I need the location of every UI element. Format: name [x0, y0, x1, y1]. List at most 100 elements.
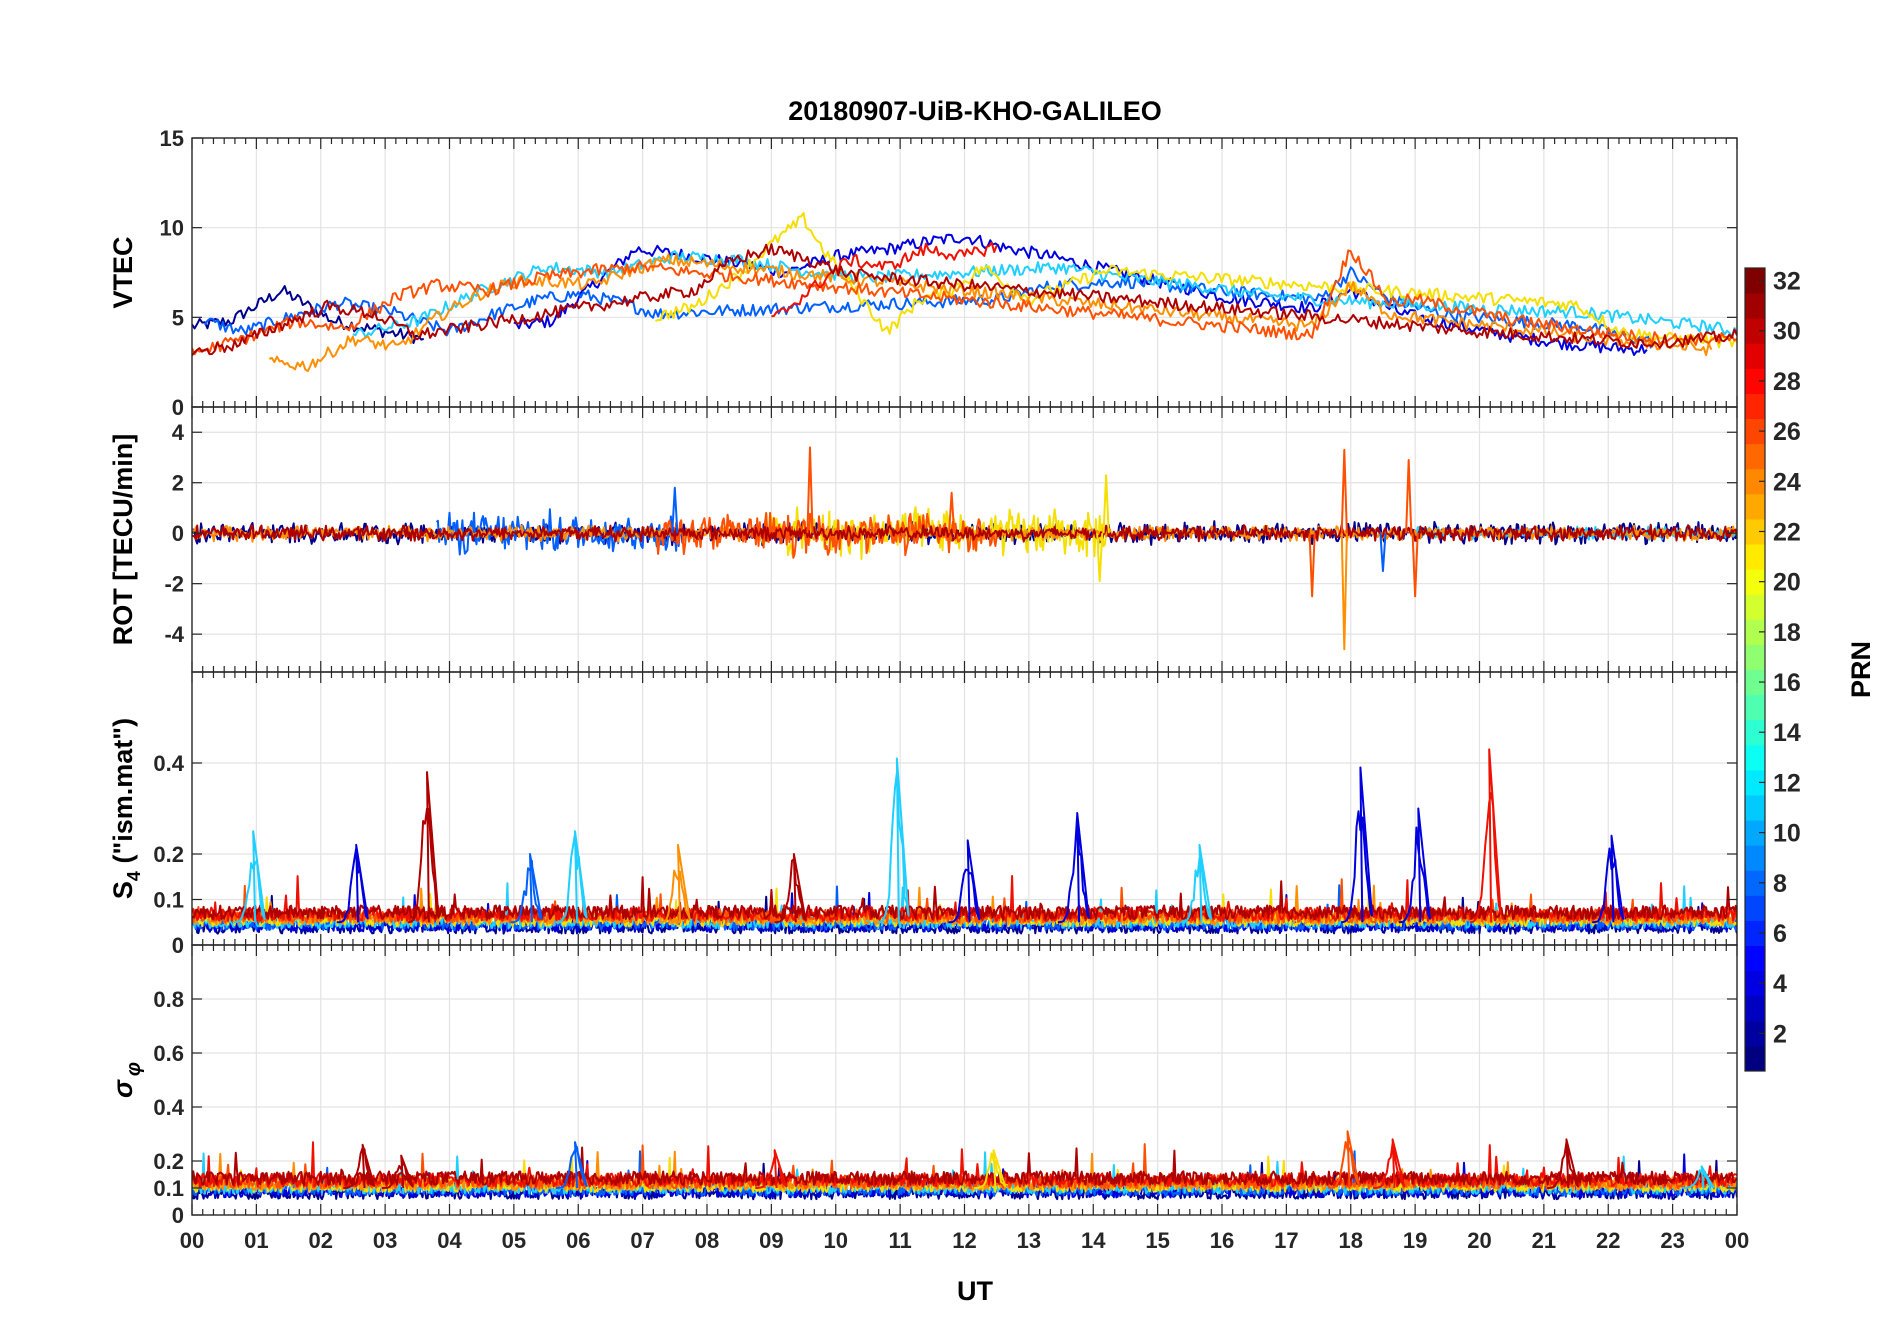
- colorbar-segment: [1745, 468, 1765, 495]
- panel-4: 00.10.2 0.4 0.6 0.8 σφ: [108, 944, 1738, 1228]
- y-tick-label: 0: [172, 395, 184, 420]
- rot-series-prn-31: [192, 523, 1737, 543]
- y-tick-label: 5: [172, 305, 184, 330]
- y-tick-label: 0.4: [153, 751, 184, 776]
- scintillation-burst: [755, 1149, 788, 1189]
- scintillation-burst: [658, 843, 691, 924]
- rot-spike: [948, 491, 956, 534]
- panel-data: [192, 446, 1737, 651]
- x-tick-label: 03: [373, 1228, 397, 1253]
- scintillation-burst: [1341, 766, 1373, 924]
- colorbar-segment: [1745, 895, 1765, 921]
- panel-3: 0 0.1 0.2 0.4 S4 ("ism.mat"): [108, 671, 1738, 958]
- colorbar-segment: [1745, 293, 1765, 319]
- colorbar-segment: [1745, 769, 1765, 796]
- baseline-series: [192, 1141, 1737, 1188]
- colorbar-tick-label: 30: [1773, 318, 1801, 346]
- colorbar-tick-label: 16: [1773, 669, 1801, 697]
- colorbar-segment: [1745, 268, 1765, 294]
- colorbar-label: PRN: [1846, 641, 1876, 698]
- y-tick-label: 0: [172, 521, 184, 546]
- y-axis-title: σφ: [108, 1062, 145, 1098]
- y-axis-title: VTEC: [108, 236, 138, 308]
- colorbar-tick-label: 14: [1773, 719, 1801, 747]
- scintillation-burst: [1469, 748, 1502, 924]
- rot-spike: [671, 486, 679, 534]
- scintillation-burst: [1592, 834, 1625, 924]
- scintillation-burst: [407, 771, 440, 924]
- scintillation-burst: [774, 853, 807, 924]
- x-tick-label: 01: [244, 1228, 268, 1253]
- y-tick-label: 0.1: [153, 888, 184, 913]
- colorbar-segment: [1745, 393, 1765, 420]
- x-tick-label: 12: [952, 1228, 976, 1253]
- colorbar-segment: [1745, 669, 1765, 696]
- y-tick-label: 2: [172, 471, 184, 496]
- x-tick-label: 16: [1210, 1228, 1234, 1253]
- colorbar-segment: [1745, 820, 1765, 846]
- vtec-series-prn-31: [192, 243, 1737, 356]
- x-axis: 00 01 02 03 04 05 06 07 08 09 10 11 12 13 14 15 16 17 18 19…: [180, 1228, 1749, 1253]
- panel-ticks: [191, 945, 1738, 1216]
- colorbar-segment: [1745, 719, 1765, 746]
- colorbar-tick-label: 10: [1773, 820, 1801, 848]
- vtec-series-prn-28: [771, 241, 998, 318]
- colorbar-segment: [1745, 443, 1765, 470]
- y-axis-title-part: S: [108, 881, 138, 899]
- x-axis-title: UT: [957, 1276, 993, 1306]
- scintillation-burst: [336, 843, 369, 924]
- y-axis-title-subscript: φ: [123, 1062, 145, 1076]
- x-tick-label: 06: [566, 1228, 590, 1253]
- y-axis-title-part: σ: [108, 1079, 138, 1098]
- x-tick-label: 09: [759, 1228, 783, 1253]
- scintillation-burst: [1682, 1165, 1715, 1189]
- x-tick-label: 20: [1467, 1228, 1491, 1253]
- x-tick-label: 00: [180, 1228, 204, 1253]
- x-tick-label: 13: [1017, 1228, 1041, 1253]
- x-tick-label: 00: [1725, 1228, 1749, 1253]
- rot-spike: [1379, 533, 1387, 573]
- rot-spike: [1096, 533, 1104, 583]
- colorbar-segment: [1745, 518, 1765, 545]
- x-tick-label: 05: [502, 1228, 526, 1253]
- colorbar-segment: [1745, 694, 1765, 721]
- colorbar-tick-label: 18: [1773, 619, 1801, 647]
- colorbar-tick-label: 6: [1773, 920, 1787, 948]
- colorbar-segment: [1745, 619, 1765, 645]
- x-tick-label: 04: [437, 1228, 462, 1253]
- colorbar-tick-label: 8: [1773, 870, 1787, 898]
- scintillation-burst: [1057, 812, 1090, 924]
- y-axis-title: S4 ("ism.mat"): [108, 718, 144, 899]
- colorbar-segment: [1745, 493, 1765, 520]
- panel-ticks: [191, 407, 1738, 672]
- y-axis-title-part: ("ism.mat"): [108, 718, 138, 871]
- colorbar-segment: [1745, 1045, 1765, 1072]
- chart-title: 20180907-UiB-KHO-GALILEO: [788, 96, 1162, 126]
- x-tick-label: 22: [1596, 1228, 1620, 1253]
- y-tick-label: 0.8: [153, 987, 184, 1012]
- panel-data: [192, 211, 1737, 372]
- scintillation-burst: [948, 839, 981, 924]
- colorbar-segment: [1745, 318, 1765, 344]
- x-tick-label: 19: [1403, 1228, 1427, 1253]
- colorbar-tick-label: 28: [1773, 368, 1801, 396]
- scintillation-burst: [381, 1154, 414, 1189]
- colorbar-tick-label: 24: [1773, 468, 1801, 496]
- rot-spike: [1340, 448, 1348, 534]
- y-tick-label: 0.1: [153, 1176, 184, 1201]
- y-tick-label: 0.4: [153, 1095, 184, 1120]
- x-tick-label: 07: [630, 1228, 654, 1253]
- scintillation-burst: [877, 757, 910, 924]
- x-tick-label: 17: [1274, 1228, 1298, 1253]
- x-tick-label: 21: [1532, 1228, 1556, 1253]
- colorbar-segment: [1745, 368, 1765, 394]
- panel-ticks: [191, 137, 1738, 408]
- rot-spike: [806, 446, 814, 534]
- scintillation-burst: [1373, 1138, 1406, 1189]
- y-tick-label: -2: [164, 572, 184, 597]
- x-tick-label: 14: [1081, 1228, 1106, 1253]
- y-tick-label: 4: [172, 420, 185, 445]
- y-tick-label: 0.6: [153, 1041, 184, 1066]
